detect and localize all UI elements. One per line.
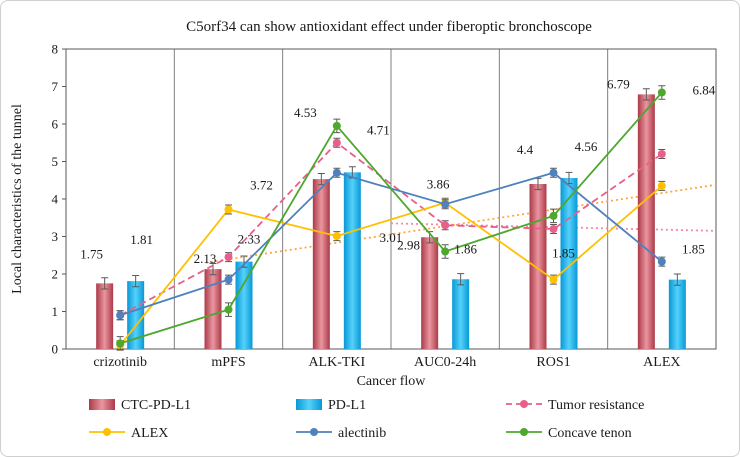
data-label: 6.79 (607, 76, 630, 91)
data-label: 1.81 (130, 232, 153, 247)
data-point (332, 121, 341, 130)
chart-title: C5orf34 can show antioxidant effect unde… (186, 19, 592, 35)
legend-swatch-marker (103, 428, 111, 436)
legend-item-PD-L1: PD-L1 (296, 398, 366, 413)
data-point (657, 257, 666, 266)
bar (96, 283, 114, 349)
data-point (549, 275, 558, 284)
data-point (332, 168, 341, 177)
gridlines (65, 48, 717, 350)
data-label: 3.86 (427, 176, 450, 191)
legend-label: alectinib (338, 426, 386, 441)
data-label: 4.56 (575, 139, 598, 154)
bar (421, 237, 439, 349)
legend-item-Tumor resistance: Tumor resistance (506, 398, 644, 413)
y-tick-label: 6 (52, 117, 59, 132)
data-label: 6.84 (692, 83, 715, 98)
trendline-ALEX-trend (205, 183, 717, 264)
bar (668, 279, 686, 349)
data-label: 1.86 (454, 241, 477, 256)
bar (529, 184, 547, 349)
data-point (116, 311, 125, 320)
bar (204, 269, 222, 349)
data-point (549, 225, 558, 233)
legend-label: Tumor resistance (548, 398, 644, 413)
x-tick-label: ALK-TKI (308, 355, 365, 370)
legend-swatch-marker (520, 400, 528, 408)
bar (637, 94, 655, 349)
y-tick-label: 0 (52, 342, 59, 357)
y-tick-label: 1 (52, 304, 59, 319)
x-tick-label: mPFS (211, 355, 245, 370)
legend-label: CTC-PD-L1 (121, 398, 191, 413)
y-tick-label: 7 (52, 79, 59, 94)
data-label: 2.98 (397, 237, 420, 252)
data-point (657, 88, 666, 97)
data-point (224, 253, 233, 262)
data-point (441, 221, 450, 230)
legend-swatch-bar (89, 399, 115, 410)
y-tick-label: 8 (52, 42, 59, 57)
data-point (224, 305, 233, 314)
bar-series-CTC-PD-L1 (96, 88, 655, 349)
line-series-Concave tenon (116, 85, 666, 351)
data-label: 3.72 (250, 178, 273, 193)
x-axis-title: Cancer flow (357, 374, 427, 389)
data-point (332, 232, 341, 241)
bar (343, 172, 361, 349)
legend-label: PD-L1 (328, 398, 366, 413)
legend: CTC-PD-L1 PD-L1 Tumor resistance ALEX alecti… (89, 398, 644, 441)
data-label: 4.53 (294, 105, 317, 120)
bar (235, 261, 253, 349)
y-tick-label: 4 (52, 192, 59, 207)
legend-label: Concave tenon (548, 426, 632, 441)
data-point (116, 339, 125, 348)
legend-item-ALEX: ALEX (89, 426, 168, 441)
legend-swatch-bar (296, 399, 322, 410)
plot-area: 0 1 2 3 4 5 6 7 8 crizotinib mPFS ALK-TKI AUC0-24h RO… (52, 42, 717, 370)
line-series-ALEX (116, 180, 666, 351)
legend-label: ALEX (131, 426, 168, 441)
bar-series-PD-L1 (127, 166, 686, 349)
x-tick-label: AUC0-24h (414, 355, 476, 370)
y-axis: 0 1 2 3 4 5 6 7 8 (52, 42, 66, 357)
legend-item-Concave tenon: Concave tenon (506, 426, 632, 441)
y-axis-title: Local characteristics of the tunnel (10, 104, 25, 294)
data-point (657, 150, 666, 158)
data-point (441, 247, 450, 256)
data-label: 2.33 (238, 232, 261, 247)
legend-item-CTC-PD-L1: CTC-PD-L1 (89, 398, 191, 413)
line-series-Tumor resistance (116, 137, 666, 321)
x-tick-label: crizotinib (93, 355, 147, 370)
x-tick-label: ALEX (643, 355, 680, 370)
data-label: 1.85 (552, 246, 575, 261)
bar (560, 178, 578, 349)
trendline-Tumor-resistance-trend (390, 222, 717, 232)
y-tick-label: 2 (52, 267, 59, 282)
data-point (224, 205, 233, 214)
legend-swatch-marker (520, 428, 528, 436)
data-label: 3.01 (379, 230, 402, 245)
y-tick-label: 5 (52, 154, 59, 169)
data-point (224, 275, 233, 284)
data-point (549, 211, 558, 220)
x-tick-label: ROS1 (536, 355, 570, 370)
data-point (549, 168, 558, 177)
bar (312, 179, 330, 349)
data-point (332, 138, 341, 147)
data-label: 4.71 (367, 122, 390, 137)
bar (452, 279, 470, 349)
y-tick-label: 3 (52, 229, 59, 244)
data-label: 1.75 (80, 246, 103, 261)
data-label: 2.13 (194, 251, 217, 266)
data-point (657, 181, 666, 190)
data-label: 4.4 (517, 142, 534, 157)
legend-item-alectinib: alectinib (296, 426, 386, 441)
legend-swatch-marker (310, 428, 318, 436)
data-point (441, 200, 450, 209)
data-label: 1.85 (682, 242, 705, 257)
